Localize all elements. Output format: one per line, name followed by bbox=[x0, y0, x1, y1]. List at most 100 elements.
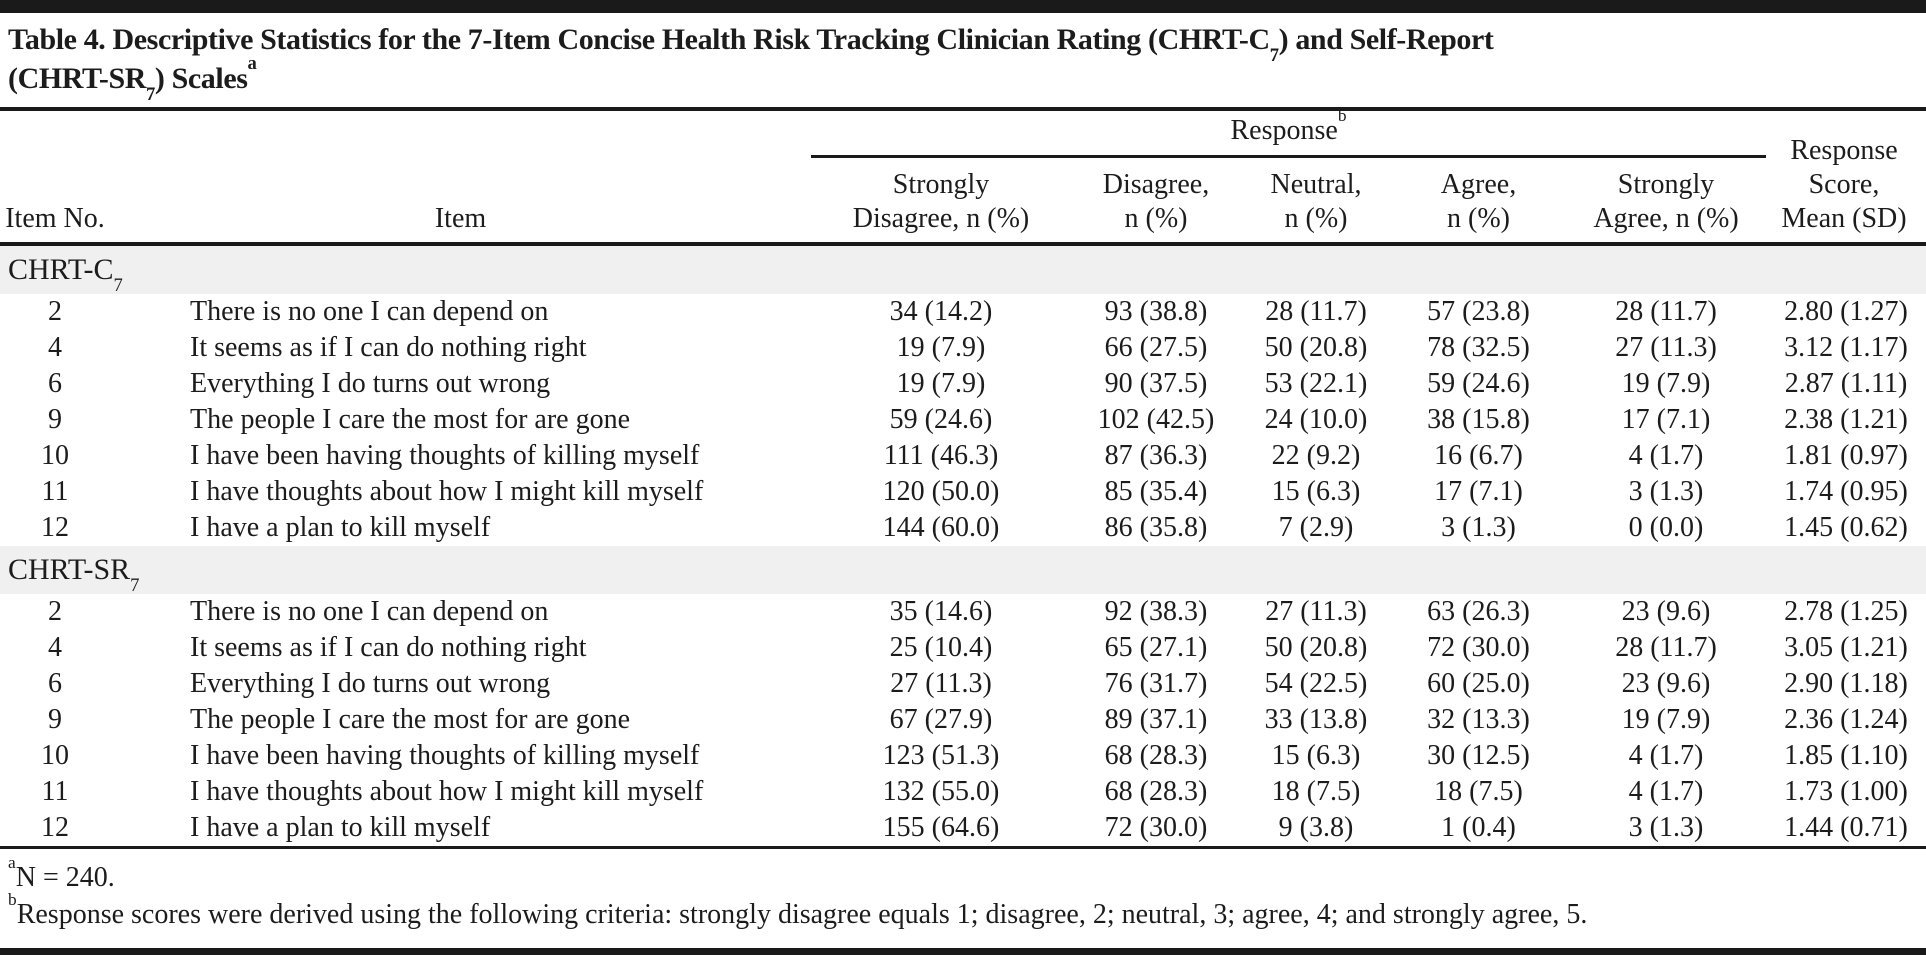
table-row: 2 There is no one I can depend on 35 (14… bbox=[0, 594, 1926, 630]
disagree-cell: 65 (27.1) bbox=[1104, 632, 1208, 663]
disagree-cell: 93 (38.8) bbox=[1104, 296, 1208, 327]
agree-cell: 17 (7.1) bbox=[1434, 476, 1523, 507]
descriptive-statistics-table: Responseb Response Score, Mean (SD) Item… bbox=[0, 107, 1926, 849]
subscript-7: 7 bbox=[146, 83, 155, 105]
item-cell: There is no one I can depend on bbox=[190, 596, 549, 627]
strongly-agree-cell: 3 (1.3) bbox=[1628, 812, 1704, 843]
col-header-strongly-agree: Strongly Agree, n (%) bbox=[1566, 156, 1766, 246]
table-footnotes: aN = 240. bResponse scores were derived … bbox=[0, 849, 1926, 933]
item-no-cell: 6 bbox=[48, 368, 62, 399]
top-rule bbox=[0, 0, 1926, 13]
subscript-7: 7 bbox=[113, 274, 123, 294]
table-row: 9 The people I care the most for are gon… bbox=[0, 702, 1926, 738]
strongly-disagree-cell: 120 (50.0) bbox=[882, 476, 1000, 507]
strongly-disagree-cell: 123 (51.3) bbox=[882, 740, 1000, 771]
item-cell: I have thoughts about how I might kill m… bbox=[190, 776, 704, 807]
mean-sd-cell: 3.05 (1.21) bbox=[1784, 632, 1908, 663]
item-no-cell: 12 bbox=[41, 812, 69, 843]
col-header-strongly-disagree: Strongly Disagree, n (%) bbox=[811, 156, 1071, 246]
strongly-disagree-cell: 34 (14.2) bbox=[889, 296, 993, 327]
item-cell: Everything I do turns out wrong bbox=[190, 368, 551, 399]
neutral-cell: 53 (22.1) bbox=[1264, 368, 1368, 399]
footnote-b: bResponse scores were derived using the … bbox=[8, 889, 1588, 930]
strongly-agree-cell: 23 (9.6) bbox=[1621, 596, 1711, 627]
neutral-cell: 7 (2.9) bbox=[1278, 512, 1354, 543]
agree-cell: 30 (12.5) bbox=[1427, 740, 1530, 771]
table-row: 12 I have a plan to kill myself 144 (60.… bbox=[0, 510, 1926, 546]
neutral-cell: 9 (3.8) bbox=[1278, 812, 1354, 843]
item-no-cell: 10 bbox=[41, 440, 69, 471]
neutral-cell: 33 (13.8) bbox=[1264, 704, 1368, 735]
header-group-row: Responseb Response Score, Mean (SD) bbox=[0, 107, 1926, 246]
item-no-cell: 4 bbox=[48, 332, 62, 363]
item-cell: I have thoughts about how I might kill m… bbox=[190, 476, 704, 507]
mean-sd-cell: 2.38 (1.21) bbox=[1784, 404, 1908, 435]
response-group-header: Responseb bbox=[811, 107, 1766, 158]
table-row: 6 Everything I do turns out wrong 19 (7.… bbox=[0, 366, 1926, 402]
agree-cell: 63 (26.3) bbox=[1427, 596, 1530, 627]
item-cell: Everything I do turns out wrong bbox=[190, 668, 551, 699]
col-header-neutral: Neutral, n (%) bbox=[1241, 156, 1391, 246]
item-cell: There is no one I can depend on bbox=[190, 296, 549, 327]
mean-sd-cell: 2.80 (1.27) bbox=[1784, 296, 1908, 327]
strongly-disagree-cell: 67 (27.9) bbox=[889, 704, 993, 735]
title-line-1: Table 4. Descriptive Statistics for the … bbox=[8, 20, 1916, 64]
table-row: 10 I have been having thoughts of killin… bbox=[0, 738, 1926, 774]
neutral-cell: 54 (22.5) bbox=[1264, 668, 1368, 699]
strongly-agree-cell: 17 (7.1) bbox=[1621, 404, 1711, 435]
agree-cell: 1 (0.4) bbox=[1441, 812, 1516, 843]
item-cell: I have been having thoughts of killing m… bbox=[190, 740, 700, 771]
strongly-agree-cell: 28 (11.7) bbox=[1615, 632, 1717, 663]
neutral-cell: 15 (6.3) bbox=[1271, 740, 1361, 771]
strongly-agree-cell: 4 (1.7) bbox=[1628, 740, 1704, 771]
item-no-cell: 2 bbox=[48, 596, 62, 627]
section-header-chrt-sr7: CHRT-SR7 bbox=[0, 546, 1926, 594]
item-cell: I have a plan to kill myself bbox=[190, 812, 491, 843]
item-no-cell: 12 bbox=[41, 512, 69, 543]
item-no-cell: 10 bbox=[41, 740, 69, 771]
neutral-cell: 24 (10.0) bbox=[1264, 404, 1368, 435]
item-no-cell: 9 bbox=[48, 704, 62, 735]
item-no-cell: 9 bbox=[48, 404, 62, 435]
strongly-agree-cell: 27 (11.3) bbox=[1615, 332, 1717, 363]
section-label: CHRT-SR7 bbox=[0, 546, 1926, 594]
table-row: 10 I have been having thoughts of killin… bbox=[0, 438, 1926, 474]
strongly-agree-cell: 3 (1.3) bbox=[1628, 476, 1704, 507]
agree-cell: 57 (23.8) bbox=[1427, 296, 1530, 327]
table-row: 2 There is no one I can depend on 34 (14… bbox=[0, 294, 1926, 330]
agree-cell: 3 (1.3) bbox=[1441, 512, 1516, 543]
section-chrt-sr7: CHRT-SR7 2 There is no one I can depend … bbox=[0, 546, 1926, 848]
strongly-disagree-cell: 132 (55.0) bbox=[882, 776, 1000, 807]
strongly-agree-cell: 4 (1.7) bbox=[1628, 776, 1704, 807]
disagree-cell: 85 (35.4) bbox=[1104, 476, 1208, 507]
col-header-disagree: Disagree, n (%) bbox=[1071, 156, 1241, 246]
mean-sd-cell: 1.44 (0.71) bbox=[1784, 812, 1908, 843]
neutral-cell: 50 (20.8) bbox=[1264, 632, 1368, 663]
strongly-agree-cell: 19 (7.9) bbox=[1621, 704, 1711, 735]
agree-cell: 59 (24.6) bbox=[1427, 368, 1530, 399]
agree-cell: 38 (15.8) bbox=[1427, 404, 1530, 435]
item-cell: It seems as if I can do nothing right bbox=[190, 632, 587, 663]
disagree-cell: 68 (28.3) bbox=[1104, 776, 1208, 807]
strongly-agree-cell: 0 (0.0) bbox=[1628, 512, 1704, 543]
title-text: ) Scales bbox=[154, 62, 248, 95]
header-spacer bbox=[0, 111, 811, 157]
strongly-agree-cell: 23 (9.6) bbox=[1621, 668, 1711, 699]
mean-sd-cell: 2.78 (1.25) bbox=[1784, 596, 1908, 627]
strongly-agree-cell: 19 (7.9) bbox=[1621, 368, 1711, 399]
agree-cell: 18 (7.5) bbox=[1434, 776, 1523, 807]
item-cell: I have a plan to kill myself bbox=[190, 512, 491, 543]
footnote-marker-b: b bbox=[8, 889, 17, 909]
table-row: 11 I have thoughts about how I might kil… bbox=[0, 474, 1926, 510]
item-cell: The people I care the most for are gone bbox=[190, 704, 631, 735]
agree-cell: 78 (32.5) bbox=[1427, 332, 1530, 363]
mean-sd-cell: 1.73 (1.00) bbox=[1784, 776, 1908, 807]
disagree-cell: 76 (31.7) bbox=[1104, 668, 1208, 699]
neutral-cell: 22 (9.2) bbox=[1271, 440, 1361, 471]
col-header-item: Item bbox=[110, 156, 811, 246]
response-group-label: Response bbox=[1230, 115, 1338, 146]
neutral-cell: 28 (11.7) bbox=[1265, 296, 1367, 327]
agree-cell: 60 (25.0) bbox=[1427, 668, 1530, 699]
strongly-disagree-cell: 111 (46.3) bbox=[883, 440, 999, 471]
table-row: 11 I have thoughts about how I might kil… bbox=[0, 774, 1926, 810]
